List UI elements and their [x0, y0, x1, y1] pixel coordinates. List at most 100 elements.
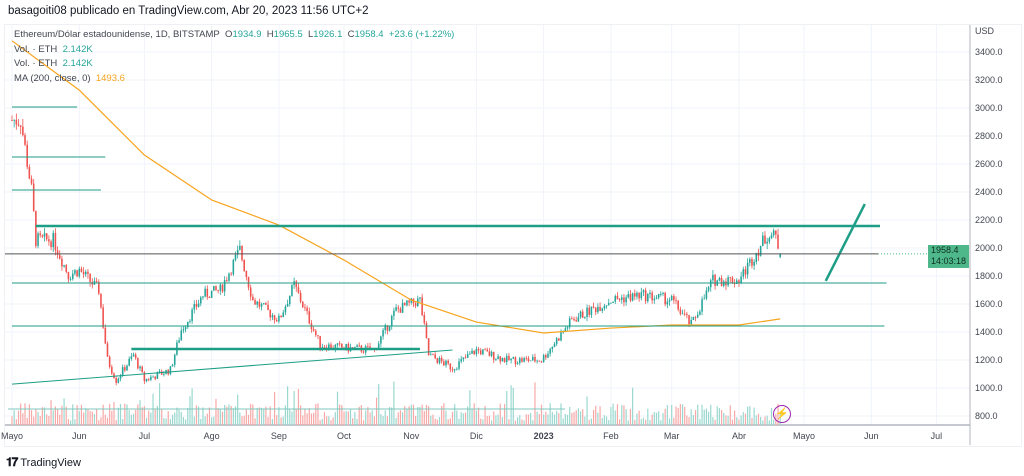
candle-body	[740, 276, 742, 284]
candle	[640, 287, 643, 425]
volume-bar	[204, 416, 206, 425]
volume-bar	[265, 406, 267, 425]
candle-body	[52, 232, 55, 248]
candle-body	[377, 343, 380, 350]
volume-bar	[480, 418, 482, 425]
candle-body	[553, 344, 556, 347]
candle-body	[664, 292, 666, 305]
candle-body	[775, 230, 777, 235]
candle	[291, 284, 293, 425]
candle-body	[499, 356, 502, 362]
candle-body	[252, 296, 254, 301]
candle	[601, 307, 604, 425]
volume-bar	[410, 404, 412, 425]
volume-bar	[234, 406, 237, 425]
volume-bar	[543, 414, 545, 425]
candle	[306, 305, 308, 425]
volume-bar	[456, 410, 458, 425]
candle-body	[757, 252, 760, 256]
tradingview-logo[interactable]: 𝟏𝟕 TradingView	[6, 455, 81, 470]
candle-body	[473, 350, 476, 355]
volume-bar	[237, 394, 239, 425]
candle	[740, 271, 742, 425]
candle-body	[568, 318, 571, 328]
candle	[74, 268, 76, 425]
candle	[508, 353, 510, 425]
candle	[421, 293, 423, 425]
candle	[657, 293, 660, 425]
volume-bar	[566, 414, 569, 425]
candle	[599, 302, 601, 425]
volume-bar	[636, 413, 638, 425]
volume-bar	[65, 406, 67, 425]
legend-symbol-row[interactable]: Ethereum/Dólar estadounidense, 1D, BITST…	[14, 28, 454, 43]
candle	[729, 276, 732, 425]
last-price: 1958.4	[931, 245, 959, 255]
candle-body	[390, 315, 393, 327]
volume-bar	[434, 418, 436, 425]
volume-bar	[347, 411, 349, 425]
candle-body	[67, 271, 70, 280]
candle	[560, 329, 562, 425]
candle-body	[588, 307, 591, 315]
candle	[84, 269, 87, 425]
volume-bar	[545, 411, 547, 425]
volume-bar	[336, 391, 339, 425]
candle-body	[475, 349, 478, 355]
y-tick-label: 1400.0	[975, 327, 1003, 337]
volume-bar	[150, 412, 152, 425]
candle	[427, 338, 430, 425]
volume-bar	[148, 410, 150, 425]
volume-bar	[445, 410, 447, 425]
volume-bar	[295, 409, 297, 425]
volume-bar	[540, 404, 543, 425]
candle	[486, 347, 489, 425]
volume-bar	[215, 398, 217, 425]
candle-body	[22, 126, 24, 136]
candle	[152, 375, 154, 425]
volume-bar	[63, 398, 65, 425]
candle-body	[445, 360, 447, 366]
y-tick-label: 1800.0	[975, 271, 1003, 281]
volume-bar	[224, 404, 226, 425]
volume-bar	[313, 412, 315, 425]
volume-bar	[161, 409, 163, 425]
candle	[271, 313, 274, 425]
volume-bar	[122, 419, 124, 425]
candle-body	[647, 294, 649, 302]
volume-bar	[549, 403, 551, 425]
candle-body	[540, 361, 543, 363]
volume-bar	[113, 401, 115, 425]
candle-body	[115, 378, 117, 383]
legend-volume-row[interactable]: Vol. · ETH 2.142K	[14, 43, 454, 58]
candle	[625, 294, 627, 425]
lightning-icon[interactable]: ⚡	[773, 405, 791, 423]
chart-area[interactable]	[4, 24, 1022, 447]
candle	[547, 350, 549, 425]
volume-bar	[388, 407, 391, 425]
candle-body	[703, 298, 706, 300]
candle	[119, 373, 122, 425]
candle-body	[143, 372, 146, 382]
volume-bar	[560, 403, 562, 425]
legend-ma-row[interactable]: MA (200, close, 0) 1493.6	[14, 72, 454, 87]
volume-bar	[397, 412, 399, 425]
chart-legend: Ethereum/Dólar estadounidense, 1D, BITST…	[14, 28, 454, 86]
candle	[731, 276, 734, 425]
candle-body	[345, 343, 347, 350]
candle	[545, 353, 547, 425]
legend-volume-row-2[interactable]: Vol. · ETH 2.142K	[14, 57, 454, 72]
candle-body	[221, 284, 224, 292]
volume-bar	[352, 418, 354, 425]
candle-body	[440, 357, 443, 362]
volume-bar	[26, 417, 28, 425]
candle-body	[297, 287, 300, 293]
volume-bar	[510, 385, 512, 425]
volume-bar	[603, 415, 606, 425]
volume-bar	[714, 419, 716, 425]
candle	[338, 340, 341, 425]
volume-bar	[28, 404, 30, 425]
volume-bar	[755, 415, 757, 425]
candle-body	[217, 289, 219, 291]
